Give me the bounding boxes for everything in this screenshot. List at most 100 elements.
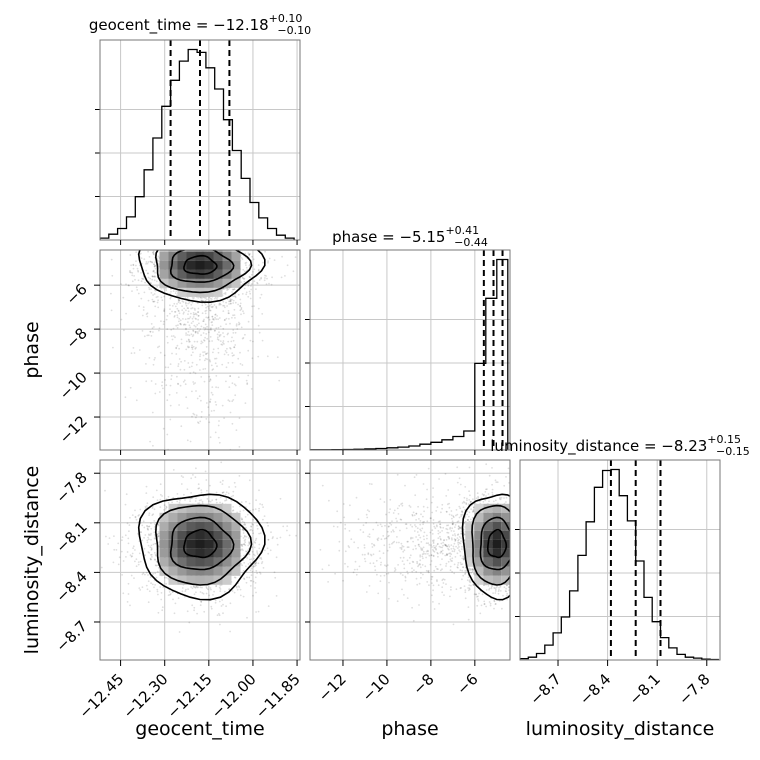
joint-geocent-lumdist-sample — [149, 558, 152, 561]
joint-geocent-phase-sample — [199, 246, 201, 248]
joint-geocent-phase-sample — [223, 243, 225, 245]
joint-geocent-phase-sample — [233, 354, 235, 357]
joint-phase-lumdist-sample — [515, 533, 517, 535]
joint-geocent-phase-sample — [140, 297, 143, 300]
joint-geocent-lumdist-sample — [194, 500, 197, 502]
joint-geocent-lumdist-sample — [200, 491, 203, 494]
joint-geocent-phase-sample — [192, 334, 195, 336]
joint-geocent-lumdist-sample — [242, 529, 244, 531]
joint-geocent-lumdist-sample — [255, 499, 257, 502]
joint-geocent-phase-sample — [257, 264, 260, 266]
joint-geocent-phase-sample — [149, 440, 152, 443]
joint-geocent-lumdist-sample — [183, 493, 185, 496]
joint-geocent-phase-sample — [177, 310, 180, 312]
joint-geocent-phase-sample — [189, 372, 192, 374]
joint-geocent-phase-sample — [158, 329, 160, 332]
joint-geocent-phase-sample — [196, 302, 199, 304]
joint-geocent-lumdist-sample — [259, 532, 262, 535]
joint-phase-lumdist-panel — [309, 459, 537, 661]
joint-geocent-phase-sample — [217, 386, 220, 389]
joint-geocent-lumdist-density-cell — [204, 521, 214, 531]
joint-geocent-lumdist-sample — [131, 552, 134, 555]
joint-geocent-lumdist-sample — [167, 502, 170, 504]
joint-phase-lumdist-sample — [535, 527, 537, 529]
joint-geocent-lumdist-sample — [176, 493, 179, 495]
joint-geocent-phase-sample — [201, 312, 204, 315]
joint-geocent-phase-sample — [208, 318, 211, 321]
joint-geocent-phase-density-cell — [159, 269, 169, 279]
joint-geocent-phase-density-cell — [222, 260, 232, 270]
joint-phase-lumdist-sample — [503, 497, 505, 499]
joint-geocent-lumdist-sample — [146, 541, 149, 544]
joint-geocent-lumdist-sample — [120, 550, 123, 553]
joint-geocent-phase-sample — [175, 290, 178, 292]
joint-geocent-lumdist-sample — [221, 599, 224, 601]
joint-geocent-lumdist-sample — [189, 497, 192, 500]
joint-geocent-phase-sample — [214, 244, 216, 246]
joint-geocent-lumdist-density-cell — [168, 539, 178, 549]
joint-geocent-phase-sample — [240, 313, 242, 316]
joint-geocent-phase-sample — [187, 307, 190, 310]
joint-geocent-lumdist-sample — [193, 609, 196, 612]
joint-geocent-phase-sample — [257, 269, 260, 272]
joint-geocent-phase-sample — [204, 336, 207, 339]
joint-geocent-phase-sample — [205, 328, 207, 331]
joint-geocent-phase-sample — [149, 330, 152, 333]
joint-geocent-phase-sample — [248, 254, 251, 256]
joint-geocent-lumdist-sample — [150, 538, 152, 541]
joint-geocent-phase-sample — [261, 230, 263, 232]
joint-geocent-lumdist-sample — [159, 506, 162, 508]
joint-geocent-phase-sample — [233, 243, 235, 245]
joint-geocent-lumdist-sample — [139, 560, 142, 563]
joint-geocent-phase-sample — [170, 288, 172, 290]
joint-geocent-phase-sample — [232, 399, 235, 401]
joint-phase-lumdist-sample — [400, 518, 403, 521]
joint-geocent-phase-sample — [210, 237, 212, 239]
joint-geocent-phase-sample — [214, 316, 217, 319]
joint-geocent-phase-sample — [205, 333, 208, 335]
joint-geocent-lumdist-sample — [200, 489, 203, 491]
joint-phase-lumdist-sample — [516, 518, 518, 520]
joint-geocent-phase-density-cell — [222, 251, 232, 261]
joint-geocent-phase-sample — [140, 280, 143, 283]
joint-geocent-phase-sample — [191, 344, 194, 347]
joint-geocent-phase-sample — [131, 274, 134, 277]
joint-geocent-phase-sample — [221, 246, 223, 248]
joint-geocent-phase-sample — [200, 340, 203, 343]
joint-geocent-lumdist-sample — [139, 531, 142, 534]
joint-phase-lumdist-sample — [494, 588, 497, 591]
joint-phase-lumdist-sample — [523, 556, 525, 558]
joint-geocent-phase-sample — [165, 384, 168, 387]
joint-geocent-lumdist-sample — [241, 545, 244, 548]
joint-geocent-lumdist-sample — [257, 610, 260, 613]
joint-geocent-lumdist-sample — [167, 594, 170, 597]
joint-geocent-phase-sample — [215, 221, 217, 223]
joint-geocent-lumdist-sample — [159, 498, 162, 501]
joint-geocent-phase-sample — [152, 245, 154, 247]
joint-geocent-lumdist-sample — [180, 475, 183, 477]
joint-geocent-phase-sample — [154, 289, 157, 292]
joint-phase-lumdist-sample — [448, 537, 451, 539]
joint-phase-lumdist-sample — [525, 513, 527, 515]
joint-geocent-lumdist-sample — [125, 556, 127, 558]
joint-geocent-phase-sample — [229, 299, 232, 301]
joint-phase-lumdist-sample — [458, 516, 461, 519]
joint-phase-lumdist-sample — [510, 543, 512, 545]
joint-geocent-phase-sample — [172, 290, 175, 292]
joint-phase-lumdist-sample — [464, 589, 467, 591]
joint-geocent-phase-sample — [154, 264, 156, 267]
joint-geocent-phase-sample — [261, 313, 264, 315]
joint-geocent-lumdist-sample — [242, 532, 245, 534]
joint-geocent-phase-sample — [198, 243, 200, 245]
joint-geocent-phase-sample — [191, 361, 194, 364]
joint-geocent-phase-sample — [156, 245, 158, 247]
joint-geocent-phase-sample — [185, 304, 188, 307]
joint-geocent-lumdist-sample — [258, 510, 260, 512]
joint-geocent-phase-sample — [178, 312, 181, 315]
joint-geocent-lumdist-sample — [233, 576, 236, 579]
joint-geocent-phase-sample — [214, 431, 217, 434]
joint-geocent-phase-sample — [215, 357, 218, 360]
joint-geocent-phase-sample — [156, 285, 159, 288]
joint-geocent-lumdist-sample — [251, 523, 254, 525]
joint-geocent-phase-sample — [150, 323, 153, 325]
